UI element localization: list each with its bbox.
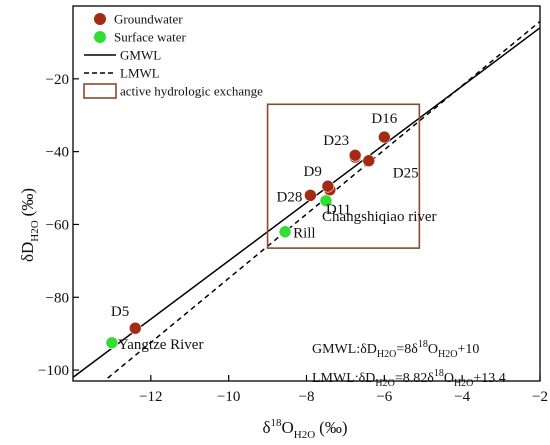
groundwater-point [304, 189, 317, 202]
groundwater-point [378, 130, 391, 144]
gmwl-equation: GMWL:δDH2O=8δ18OH2O+10 [312, 339, 479, 360]
groundwater-legend-marker [94, 13, 106, 25]
legend: Groundwater Surface water GMWL LMWL active h… [83, 12, 263, 99]
lmwl-equation: LMWL:δDH2O=8.82δ18OH2O+13.4 [312, 368, 506, 389]
legend-label: active hydrologic exchange [120, 84, 263, 99]
point-label: D28 [277, 189, 303, 205]
point-label: Rill [293, 226, 316, 242]
surface-water-point [105, 336, 119, 350]
y-tick-label: −20 [46, 72, 69, 88]
point-label: D9 [304, 164, 322, 180]
groundwater-point [321, 179, 335, 193]
surface-legend-marker [94, 31, 106, 43]
x-tick-label: −10 [217, 389, 240, 405]
x-tick-label: −12 [139, 389, 162, 405]
data-points [105, 130, 391, 350]
y-tick-label: −100 [38, 363, 69, 379]
x-axis-label: δ18OH2O (‰) [262, 417, 347, 441]
y-axis-label: δDH2O(‰) [18, 188, 41, 262]
y-tick-label: −60 [46, 217, 69, 233]
x-tick-label: −8 [299, 389, 315, 405]
x-tick-label: −6 [376, 389, 392, 405]
point-label: D11 [326, 202, 351, 218]
x-tick-label: −4 [454, 389, 470, 405]
groundwater-point [348, 148, 362, 162]
legend-label: GMWL [120, 48, 161, 63]
surface-water-point [278, 225, 292, 239]
groundwater-point [128, 321, 142, 335]
x-tick-label: −2 [532, 389, 548, 405]
point-label: Changshiqiao river [322, 209, 437, 225]
groundwater-point [362, 154, 376, 168]
legend-label: Groundwater [114, 12, 183, 27]
axis-ticks: −12 −10 −8 −6 −4 −2 −100 −80 −60 −40 −20 [38, 72, 548, 405]
legend-label: LMWL [120, 66, 160, 81]
exchange-legend-box [83, 83, 117, 99]
active-exchange-box [266, 103, 421, 249]
point-label: D16 [371, 111, 397, 127]
y-tick-label: −80 [46, 290, 69, 306]
legend-label: Surface water [114, 30, 186, 45]
point-label: D23 [323, 133, 349, 149]
lmwl-line [103, 20, 540, 381]
point-label: Yangtze River [118, 337, 204, 353]
surface-water-point [319, 194, 333, 208]
point-label: D5 [111, 304, 129, 320]
y-tick-label: −40 [46, 145, 69, 161]
point-label: D25 [393, 166, 419, 182]
water-lines [73, 20, 540, 381]
